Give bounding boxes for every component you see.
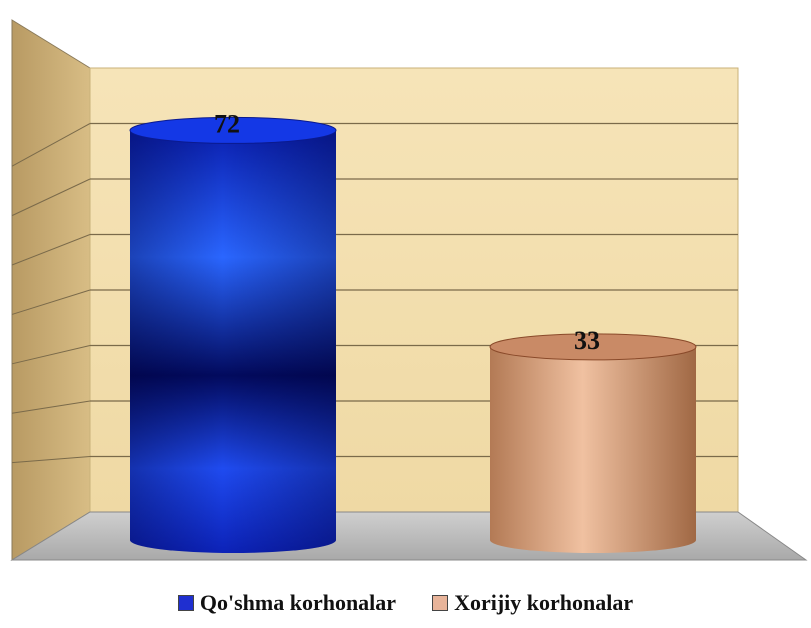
bar-top bbox=[129, 116, 337, 144]
data-labels: 72 33 bbox=[214, 109, 600, 354]
legend: Qo'shma korhonalar Xorijiy korhonalar bbox=[0, 590, 811, 616]
gridline-side bbox=[11, 234, 91, 266]
gridline-side bbox=[11, 289, 91, 315]
gridline-side bbox=[11, 456, 91, 464]
legend-label-qoshma: Qo'shma korhonalar bbox=[199, 590, 397, 615]
gridline-side bbox=[11, 123, 91, 167]
bar-qoshma bbox=[129, 116, 337, 553]
legend-item-xorijiy: Xorijiy korhonalar bbox=[432, 590, 633, 616]
data-label: 33 bbox=[574, 326, 600, 355]
legend-swatch-tan bbox=[432, 595, 449, 611]
gridline-side bbox=[11, 345, 91, 365]
gridline-side bbox=[11, 178, 91, 217]
legend-label-xorijiy: Xorijiy korhonalar bbox=[454, 590, 634, 615]
gridline-side bbox=[11, 400, 91, 414]
left-side-wall bbox=[11, 19, 91, 561]
bar-body bbox=[490, 346, 696, 553]
legend-swatch-blue bbox=[177, 595, 194, 611]
bar-chart: 72 33 bbox=[10, 19, 808, 561]
bar-top bbox=[489, 333, 697, 361]
bar-xorijiy bbox=[489, 333, 697, 553]
legend-item-qoshma: Qo'shma korhonalar bbox=[177, 590, 397, 616]
bars bbox=[129, 116, 697, 553]
bar-shading bbox=[130, 130, 336, 553]
data-label: 72 bbox=[214, 109, 240, 138]
